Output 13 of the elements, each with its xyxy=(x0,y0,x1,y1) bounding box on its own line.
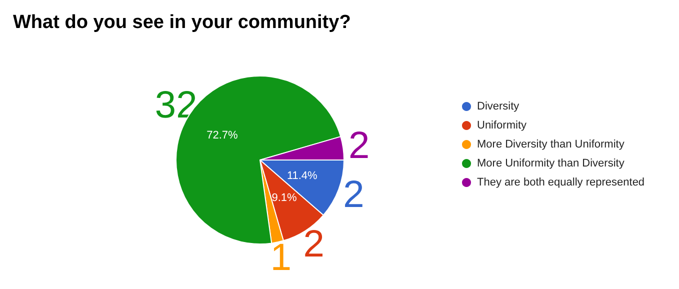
legend-label: More Uniformity than Diversity xyxy=(477,158,625,170)
legend-label: Uniformity xyxy=(477,120,528,132)
legend-label: They are both equally represented xyxy=(477,176,645,188)
data-label: 9.1% xyxy=(272,192,297,204)
data-label: 72.7% xyxy=(206,130,238,142)
text: 1 xyxy=(270,236,292,279)
chart-title: What do you see in your community? xyxy=(13,12,351,33)
legend-label: More Diversity than Uniformity xyxy=(477,138,625,150)
text: 2 xyxy=(303,223,324,266)
text: 2 xyxy=(348,124,370,167)
data-label: 11.4% xyxy=(286,170,318,182)
legend-label: Diversity xyxy=(477,100,520,112)
text: 2 xyxy=(343,174,364,216)
